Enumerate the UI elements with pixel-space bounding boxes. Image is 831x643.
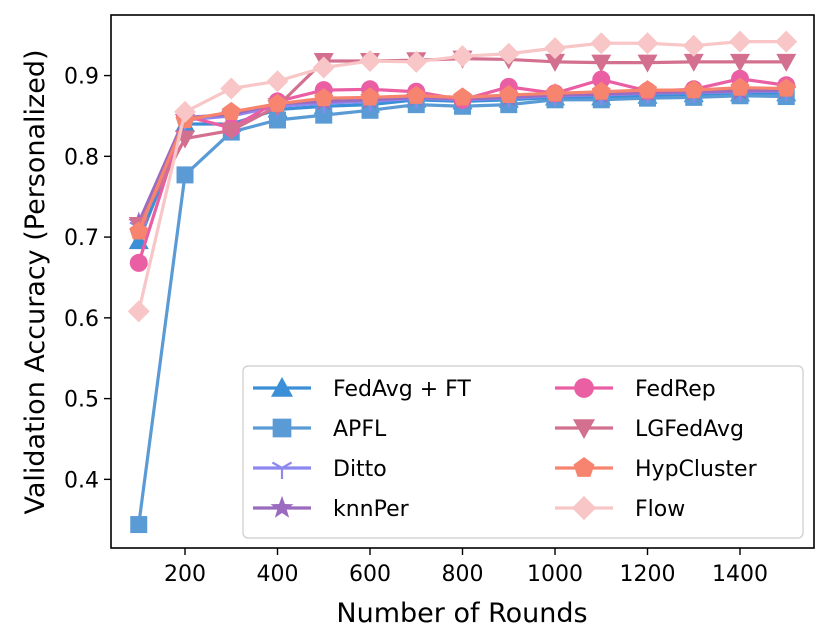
- data-point-flow: [729, 30, 751, 53]
- legend-marker-hypcluster: [573, 457, 595, 477]
- data-point-flow: [405, 50, 428, 73]
- x-tick-label: 200: [164, 562, 206, 587]
- y-tick-label: 0.8: [64, 145, 99, 170]
- legend-label: Ditto: [333, 457, 387, 482]
- data-point-lgfedavg: [545, 53, 565, 72]
- data-point-fedrep: [129, 253, 148, 272]
- legend-box: [242, 365, 804, 539]
- legend-item-hypcluster: HypCluster: [555, 457, 758, 482]
- data-point-hypcluster: [545, 83, 565, 102]
- data-point-lgfedavg: [221, 122, 242, 141]
- x-tick-label: 1200: [620, 562, 676, 587]
- legend-label: APFL: [333, 417, 387, 442]
- x-tick-label: 1400: [712, 562, 768, 587]
- y-axis: 0.4 0.5 0.6 0.7 0.8 0.9: [64, 65, 111, 493]
- data-point-lgfedavg: [637, 54, 658, 73]
- legend-marker-flow: [571, 495, 597, 521]
- legend-item-flow: Flow: [555, 495, 685, 522]
- legend-label: LGFedAvg: [635, 417, 744, 442]
- data-point-hypcluster: [499, 84, 519, 104]
- y-tick-label: 0.6: [64, 307, 99, 332]
- legend-label: FedRep: [635, 377, 716, 402]
- data-point-hypcluster: [637, 80, 658, 99]
- data-point-flow: [590, 32, 613, 55]
- y-axis-title: Validation Accuracy (Personalized): [20, 49, 51, 514]
- data-point-flow: [682, 34, 705, 57]
- legend-label: FedAvg + FT: [333, 377, 471, 402]
- data-point-hypcluster: [221, 101, 241, 120]
- legend-item-fedrep: FedRep: [555, 377, 716, 402]
- legend-marker-fedrep: [574, 378, 594, 398]
- legend-item-lgfedavg: LGFedAvg: [555, 417, 744, 442]
- data-point-hypcluster: [776, 78, 796, 97]
- data-point-flow: [544, 37, 566, 60]
- data-point-apfl: [269, 111, 286, 129]
- y-tick-label: 0.5: [64, 388, 99, 413]
- legend-item-fedavg-ft: FedAvg + FT: [253, 377, 471, 402]
- data-point-hypcluster: [406, 85, 426, 104]
- data-point-hypcluster: [684, 80, 704, 99]
- data-point-flow: [174, 100, 196, 123]
- data-point-apfl: [176, 166, 194, 184]
- data-point-apfl: [130, 516, 148, 534]
- legend-item-apfl: APFL: [253, 417, 387, 442]
- x-tick-label: 1000: [527, 562, 583, 587]
- y-tick-label: 0.7: [64, 226, 99, 251]
- data-point-lgfedavg: [591, 54, 612, 73]
- data-point-lgfedavg: [730, 53, 750, 72]
- data-point-lgfedavg: [683, 53, 704, 72]
- series-flow: [127, 30, 798, 323]
- data-point-hypcluster: [314, 88, 334, 107]
- x-tick-label: 800: [442, 562, 484, 587]
- y-tick-label: 0.9: [64, 65, 99, 90]
- x-tick-label: 600: [349, 562, 391, 587]
- data-point-hypcluster: [730, 77, 750, 96]
- legend: FedAvg + FT APFL Ditto knnPer FedRep LGFedAvg…: [242, 365, 804, 539]
- plot-area: [127, 30, 798, 534]
- x-tick-label: 400: [257, 562, 299, 587]
- legend-marker-apfl: [272, 418, 292, 438]
- data-point-flow: [312, 56, 335, 79]
- legend-label: knnPer: [333, 497, 410, 522]
- legend-marker-fedavg-ft: [271, 377, 293, 397]
- series-hypcluster: [129, 77, 796, 240]
- data-point-flow: [451, 45, 474, 68]
- data-point-flow: [220, 77, 243, 100]
- legend-marker-lgfedavg: [573, 419, 595, 439]
- x-axis: 200 400 600 800 1000 1200 1400: [164, 548, 768, 587]
- data-point-flow: [127, 300, 150, 323]
- legend-marker-ditto: [271, 461, 293, 479]
- legend-label: HypCluster: [635, 457, 758, 482]
- data-point-hypcluster: [452, 87, 473, 106]
- data-point-hypcluster: [129, 221, 149, 240]
- x-axis-title: Number of Rounds: [336, 598, 587, 629]
- data-point-flow: [497, 42, 520, 65]
- data-point-apfl: [315, 106, 333, 124]
- legend-item-knnper: knnPer: [253, 495, 410, 522]
- series-lgfedavg: [128, 50, 797, 235]
- data-point-hypcluster: [267, 93, 288, 112]
- legend-item-ditto: Ditto: [253, 457, 387, 482]
- data-point-flow: [359, 50, 381, 73]
- y-tick-label: 0.4: [64, 468, 99, 493]
- legend-marker-knnper: [270, 495, 294, 518]
- data-point-flow: [775, 30, 798, 53]
- data-point-hypcluster: [591, 81, 611, 100]
- data-point-lgfedavg: [776, 53, 797, 72]
- data-point-flow: [636, 32, 659, 55]
- legend-label: Flow: [635, 497, 685, 522]
- data-point-flow: [266, 70, 289, 93]
- data-point-hypcluster: [360, 87, 380, 106]
- data-point-fedrep: [592, 70, 611, 89]
